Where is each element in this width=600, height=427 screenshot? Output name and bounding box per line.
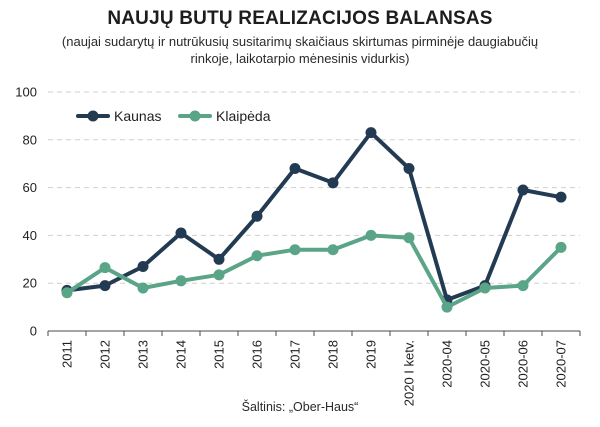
data-point — [441, 301, 453, 313]
y-tick-label: 60 — [23, 180, 37, 195]
data-point — [289, 244, 301, 256]
x-tick-label: 2018 — [326, 340, 341, 369]
data-point — [403, 232, 415, 244]
series-line-1 — [65, 233, 563, 310]
data-point — [327, 177, 339, 189]
x-tick-label: 2020 I ketv. — [402, 340, 417, 406]
legend-marker — [189, 110, 201, 122]
data-point — [479, 282, 491, 294]
data-point — [251, 250, 263, 262]
x-tick-label: 2013 — [136, 340, 151, 369]
data-point — [365, 229, 377, 241]
data-point — [137, 260, 149, 272]
data-point — [137, 282, 149, 294]
y-tick-label: 0 — [30, 324, 37, 339]
data-point — [289, 162, 301, 174]
data-point — [175, 227, 187, 239]
chart-subtitle: (naujai sudarytų ir nutrūkusių susitarim… — [61, 34, 539, 66]
x-tick-label: 2017 — [288, 340, 303, 369]
x-tick-label: 2020-04 — [440, 340, 455, 388]
y-tick-label: 80 — [23, 132, 37, 147]
grid-lines — [48, 91, 580, 284]
data-point — [555, 191, 567, 203]
data-point — [365, 127, 377, 139]
x-tick-label: 2020-06 — [516, 340, 531, 388]
x-tick-label: 2012 — [98, 340, 113, 369]
x-tick-label: 2011 — [60, 340, 75, 368]
data-point — [175, 275, 187, 287]
data-point — [61, 287, 73, 299]
x-tick-label: 2015 — [212, 340, 227, 369]
y-tick-label: 20 — [23, 276, 37, 291]
legend-label: Kaunas — [114, 108, 161, 124]
axes — [47, 330, 581, 336]
legend-marker — [87, 110, 99, 122]
chart-title: NAUJŲ BUTŲ REALIZACIJOS BALANSAS — [107, 8, 493, 29]
data-point — [213, 269, 225, 281]
legend-item: Klaipėda — [178, 108, 271, 124]
x-tick-label: 2016 — [250, 340, 265, 369]
x-tick-label: 2020-07 — [554, 340, 569, 388]
data-point — [555, 241, 567, 253]
y-tick-label: 100 — [15, 85, 37, 100]
legend-label: Klaipėda — [216, 108, 271, 124]
data-point — [327, 244, 339, 256]
series-lines — [61, 127, 567, 313]
data-point — [99, 280, 111, 292]
x-tick-labels: 2011 2012 2013 2014 2015 2016 2017 2018 2019 2020… — [60, 340, 569, 406]
data-point — [99, 262, 111, 274]
data-point — [517, 184, 529, 196]
legend-item: Kaunas — [76, 108, 161, 124]
legend: Kaunas Klaipėda — [76, 108, 271, 124]
data-point — [213, 253, 225, 265]
y-tick-label: 40 — [23, 228, 37, 243]
y-tick-labels: 0 20 40 60 80 100 — [15, 85, 37, 339]
x-tick-label: 2014 — [174, 340, 189, 369]
data-point — [251, 210, 263, 222]
series-line-0 — [65, 130, 563, 302]
data-point — [403, 162, 415, 174]
x-tick-label: 2019 — [364, 340, 379, 369]
data-point — [517, 280, 529, 292]
chart-source: Šaltinis: „Ober-Haus“ — [241, 400, 359, 414]
x-tick-label: 2020-05 — [478, 340, 493, 388]
